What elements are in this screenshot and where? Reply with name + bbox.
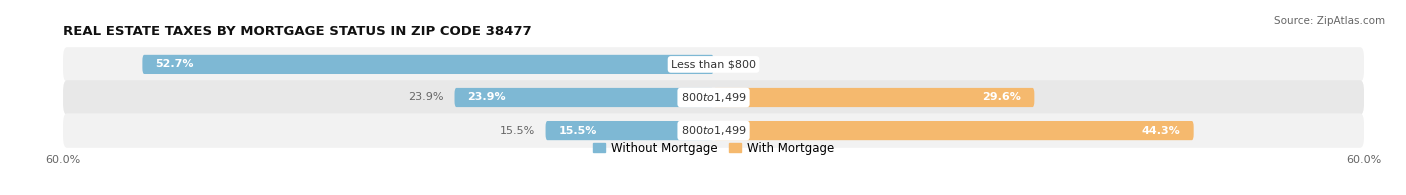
Text: 23.9%: 23.9% <box>408 92 444 103</box>
Text: 15.5%: 15.5% <box>499 126 534 136</box>
Text: Source: ZipAtlas.com: Source: ZipAtlas.com <box>1274 16 1385 26</box>
FancyBboxPatch shape <box>63 80 1364 115</box>
Text: $800 to $1,499: $800 to $1,499 <box>681 124 747 137</box>
FancyBboxPatch shape <box>454 88 713 107</box>
FancyBboxPatch shape <box>713 121 1194 140</box>
FancyBboxPatch shape <box>713 88 1035 107</box>
Text: 15.5%: 15.5% <box>558 126 598 136</box>
Text: $800 to $1,499: $800 to $1,499 <box>681 91 747 104</box>
FancyBboxPatch shape <box>546 121 713 140</box>
Legend: Without Mortgage, With Mortgage: Without Mortgage, With Mortgage <box>588 137 839 159</box>
Text: 29.6%: 29.6% <box>983 92 1021 103</box>
Text: REAL ESTATE TAXES BY MORTGAGE STATUS IN ZIP CODE 38477: REAL ESTATE TAXES BY MORTGAGE STATUS IN … <box>63 25 531 38</box>
Text: 23.9%: 23.9% <box>468 92 506 103</box>
FancyBboxPatch shape <box>63 113 1364 148</box>
Text: 0.0%: 0.0% <box>724 59 752 69</box>
Text: 52.7%: 52.7% <box>156 59 194 69</box>
FancyBboxPatch shape <box>63 47 1364 82</box>
FancyBboxPatch shape <box>142 55 713 74</box>
Text: Less than $800: Less than $800 <box>671 59 756 69</box>
Text: 44.3%: 44.3% <box>1142 126 1181 136</box>
